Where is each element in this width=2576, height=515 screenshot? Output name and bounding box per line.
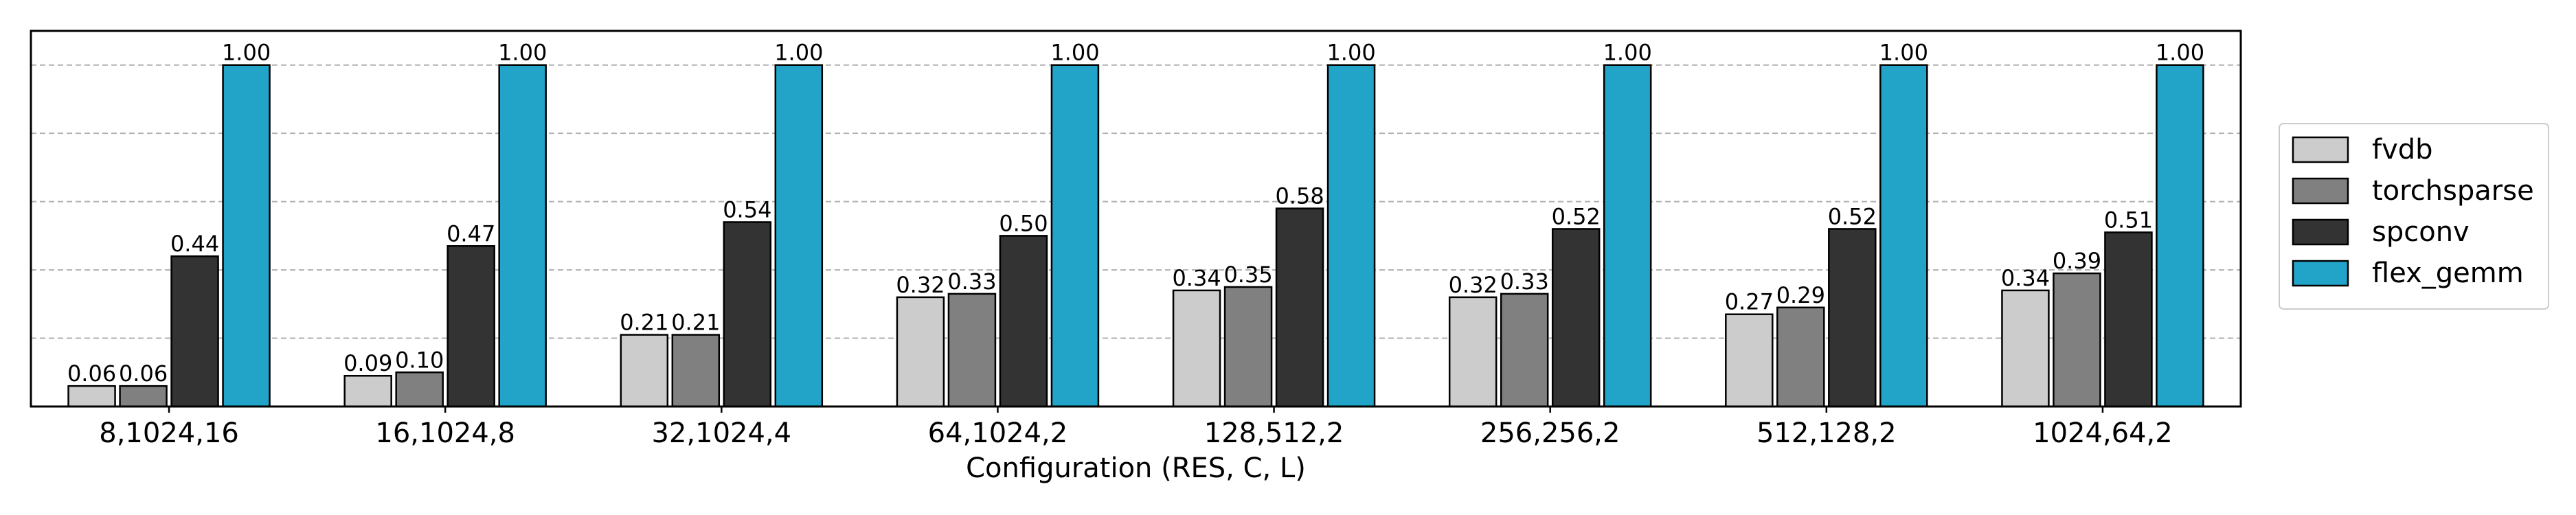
- bar-torchsparse-5: [1500, 293, 1549, 408]
- legend-label-flex_gemm: flex_gemm: [2372, 258, 2524, 289]
- bar-flex_gemm-6: [1879, 64, 1928, 408]
- x-tick-label-6: 512,128,2: [1756, 417, 1897, 449]
- bar-spconv-1: [447, 245, 495, 408]
- value-label-fvdb-6: 0.27: [1725, 289, 1774, 315]
- value-label-torchsparse-5: 0.33: [1500, 268, 1549, 295]
- x-tick-label-4: 128,512,2: [1204, 417, 1344, 449]
- bar-flex_gemm-7: [2156, 64, 2204, 408]
- bar-fvdb-4: [1172, 289, 1221, 408]
- legend-label-spconv: spconv: [2372, 216, 2470, 248]
- bar-torchsparse-4: [1223, 286, 1273, 408]
- legend-swatch-torchsparse: [2292, 177, 2349, 205]
- value-label-spconv-3: 0.50: [999, 210, 1048, 236]
- value-label-spconv-2: 0.54: [723, 196, 771, 222]
- bar-spconv-5: [1551, 228, 1601, 408]
- x-tick-label-0: 8,1024,16: [99, 417, 239, 449]
- value-label-spconv-6: 0.52: [1828, 203, 1877, 229]
- bar-flex_gemm-2: [774, 64, 824, 408]
- bar-torchsparse-0: [119, 385, 168, 408]
- value-label-flex_gemm-4: 1.00: [1326, 40, 1375, 66]
- legend-label-fvdb: fvdb: [2372, 134, 2433, 165]
- bar-torchsparse-1: [395, 371, 444, 408]
- value-labels: 0.06 0.06 0.44 1.00 0.09 0.10 0.47 1.00 0.21 0.21…: [67, 40, 2204, 387]
- x-tick-label-3: 64,1024,2: [928, 417, 1068, 449]
- bar-flex_gemm-3: [1050, 64, 1100, 408]
- value-label-spconv-4: 0.58: [1275, 183, 1324, 209]
- bar-spconv-4: [1275, 207, 1324, 408]
- legend: fvdb torchsparse spconv flex_gemm: [2279, 123, 2549, 310]
- value-label-fvdb-3: 0.32: [896, 272, 945, 298]
- x-tick-label-7: 1024,64,2: [2033, 417, 2173, 449]
- value-label-torchsparse-7: 0.39: [2053, 248, 2101, 274]
- bar-spconv-2: [723, 221, 772, 408]
- x-tick-label-5: 256,256,2: [1480, 417, 1620, 449]
- bar-fvdb-5: [1448, 296, 1498, 408]
- bar-fvdb-2: [620, 334, 669, 408]
- bar-torchsparse-3: [947, 293, 997, 408]
- bar-torchsparse-2: [671, 334, 721, 408]
- value-label-torchsparse-0: 0.06: [119, 360, 168, 387]
- bars: [67, 64, 2204, 408]
- value-label-flex_gemm-7: 1.00: [2156, 40, 2204, 66]
- legend-swatch-fvdb: [2292, 136, 2349, 163]
- value-label-flex_gemm-0: 1.00: [222, 40, 271, 66]
- bar-fvdb-7: [2001, 289, 2050, 408]
- value-label-torchsparse-6: 0.29: [1776, 282, 1825, 308]
- value-label-flex_gemm-3: 1.00: [1050, 40, 1099, 66]
- value-label-spconv-7: 0.51: [2104, 207, 2153, 233]
- x-tick-labels: 8,1024,16 16,1024,8 32,1024,4 64,1024,2 128,…: [99, 407, 2173, 449]
- bar-torchsparse-7: [2053, 272, 2101, 408]
- bar-spconv-7: [2104, 231, 2153, 408]
- bar-spconv-0: [170, 255, 219, 408]
- value-label-fvdb-5: 0.32: [1449, 272, 1498, 298]
- value-label-spconv-1: 0.47: [447, 220, 495, 247]
- value-label-torchsparse-1: 0.10: [395, 347, 444, 373]
- bar-flex_gemm-4: [1326, 64, 1376, 408]
- value-label-fvdb-1: 0.09: [343, 350, 392, 376]
- value-label-flex_gemm-2: 1.00: [774, 40, 823, 66]
- bar-fvdb-1: [343, 374, 392, 408]
- bar-spconv-3: [999, 235, 1048, 408]
- plot-frame: [30, 30, 2242, 408]
- bar-torchsparse-6: [1776, 306, 1825, 408]
- value-label-flex_gemm-1: 1.00: [498, 40, 547, 66]
- bar-flex_gemm-0: [222, 64, 271, 408]
- bar-flex_gemm-1: [498, 64, 547, 408]
- value-label-flex_gemm-5: 1.00: [1603, 40, 1652, 66]
- bar-fvdb-3: [896, 296, 945, 408]
- value-label-fvdb-2: 0.21: [620, 310, 668, 336]
- value-label-torchsparse-3: 0.33: [947, 268, 996, 295]
- value-label-fvdb-4: 0.34: [1172, 265, 1221, 291]
- value-label-fvdb-7: 0.34: [2001, 265, 2050, 291]
- x-axis-title: Configuration (RES, C, L): [966, 453, 1306, 484]
- legend-label-torchsparse: torchsparse: [2372, 175, 2534, 207]
- bar-spconv-6: [1828, 228, 1877, 408]
- legend-swatch-flex_gemm: [2292, 260, 2349, 287]
- legend-swatch-spconv: [2292, 218, 2349, 246]
- value-label-spconv-0: 0.44: [170, 231, 219, 257]
- legend-items: fvdb torchsparse spconv flex_gemm: [2292, 134, 2534, 289]
- bar-fvdb-6: [1725, 313, 1774, 408]
- bar-fvdb-0: [67, 385, 116, 408]
- x-tick-label-2: 32,1024,4: [652, 417, 792, 449]
- value-label-fvdb-0: 0.06: [67, 360, 116, 387]
- bar-flex_gemm-5: [1603, 64, 1652, 408]
- value-label-torchsparse-2: 0.21: [671, 310, 720, 336]
- x-tick-label-1: 16,1024,8: [375, 417, 515, 449]
- value-label-torchsparse-4: 0.35: [1223, 262, 1272, 288]
- value-label-flex_gemm-6: 1.00: [1879, 40, 1928, 66]
- value-label-spconv-5: 0.52: [1552, 203, 1601, 229]
